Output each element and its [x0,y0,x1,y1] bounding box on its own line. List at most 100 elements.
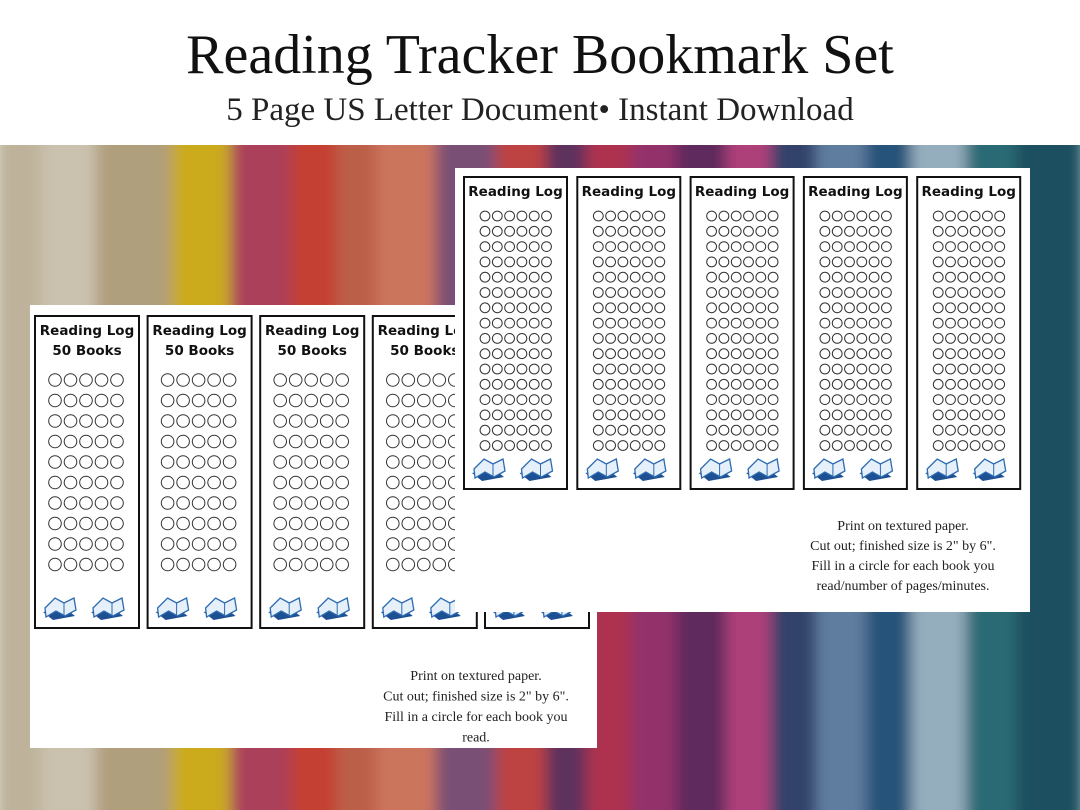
tracker-circle [273,434,288,449]
tracker-circle [191,455,206,469]
tracker-circle [304,434,319,449]
tracker-circle [528,241,540,253]
tracker-circle [831,394,843,406]
tracker-circle [831,378,843,390]
tracker-circle [191,557,206,572]
tracker-circle [617,409,629,421]
tracker-circle [881,317,892,329]
tracker-circle [541,409,552,421]
book-icon-page [520,458,554,480]
tracker-circle [273,516,288,531]
tracker-circle [743,348,754,360]
tracker-circle [755,378,767,390]
tracker-circle [160,373,175,387]
tracker-circle [767,363,779,375]
tracker-circle [319,496,334,510]
tracker-circle [767,378,779,390]
tracker-circle [491,302,503,314]
tracker-circle [743,333,754,344]
tracker-circle [868,333,880,344]
tracker-circle [401,475,416,490]
tracker-circle [176,537,190,551]
tracker-circle [743,409,754,421]
tracker-circle [932,271,944,283]
tracker-circle [617,225,629,237]
tracker-circle [844,424,855,436]
tracker-circle [831,363,843,375]
tracker-circle [743,424,754,436]
tracker-circle [654,378,666,390]
tracker-circle [831,333,843,344]
tracker-circle [743,394,754,406]
note-line: Print on textured paper. [837,519,968,534]
tracker-circle [48,373,62,387]
tracker-circle [110,496,124,510]
tracker-circle [767,394,779,406]
tracker-circle [304,496,319,510]
tracker-circle [617,287,629,298]
tracker-circle [743,225,754,237]
tracker-circle [654,424,666,436]
tracker-circle [63,537,78,551]
tracker-circle [868,363,880,375]
tracker-circle [844,378,855,390]
tracker-circle [957,287,969,298]
tracker-circle [110,373,124,387]
tracker-circle [319,537,334,551]
tracker-circle [401,455,416,469]
tracker-circle [730,256,742,268]
tracker-circle [541,225,552,237]
tracker-circle [191,496,206,510]
tracker-circle [957,210,969,222]
tracker-circle [654,271,666,283]
tracker-circle [528,287,540,298]
tracker-circle [629,409,641,421]
tracker-circle [160,537,175,551]
tracker-circle [401,516,416,531]
tracker-circle [592,348,604,360]
note-line: Cut out; finished size is 2" by 6". [810,539,996,554]
tracker-circle [304,455,319,469]
tracker-circle [386,496,400,510]
tracker-circle [856,271,868,283]
tracker-circle [831,409,843,421]
tracker-circle [642,394,653,406]
tracker-circle [516,302,528,314]
tracker-circle [945,210,956,222]
tracker-circle [819,210,831,222]
tracker-circle [63,496,78,510]
tracker-circle [932,424,944,436]
tracker-circle [881,256,892,268]
tracker-circle [957,440,969,451]
tracker-circle [831,271,843,283]
tracker-circle [982,256,993,268]
tracker-circle [273,496,288,510]
tracker-circle [48,455,62,469]
tracker-circle [605,210,616,222]
tracker-circle [94,537,109,551]
tracker-circle [528,271,540,283]
tracker-circle [504,394,516,406]
tracker-circle [319,516,334,531]
tracker-circle [718,424,730,436]
tracker-circle [222,393,237,408]
tracker-circle [730,378,742,390]
tracker-circle [516,333,528,344]
tracker-circle [79,557,93,572]
bookmark-title: Reading Log [808,184,902,200]
tracker-circle [504,440,516,451]
tracker-circle [856,287,868,298]
tracker-circle [504,424,516,436]
tracker-circle [541,378,552,390]
tracker-circle [63,516,78,531]
tracker-circle [755,317,767,329]
tracker-circle [945,256,956,268]
subtitle: 5 Page US Letter Document• Instant Downl… [226,92,854,128]
tracker-circle [79,434,93,449]
tracker-circle [767,287,779,298]
tracker-circle [617,424,629,436]
tracker-circle [516,241,528,253]
book-icon-page [974,458,1007,480]
tracker-circle [605,363,616,375]
tracker-circle [881,378,892,390]
